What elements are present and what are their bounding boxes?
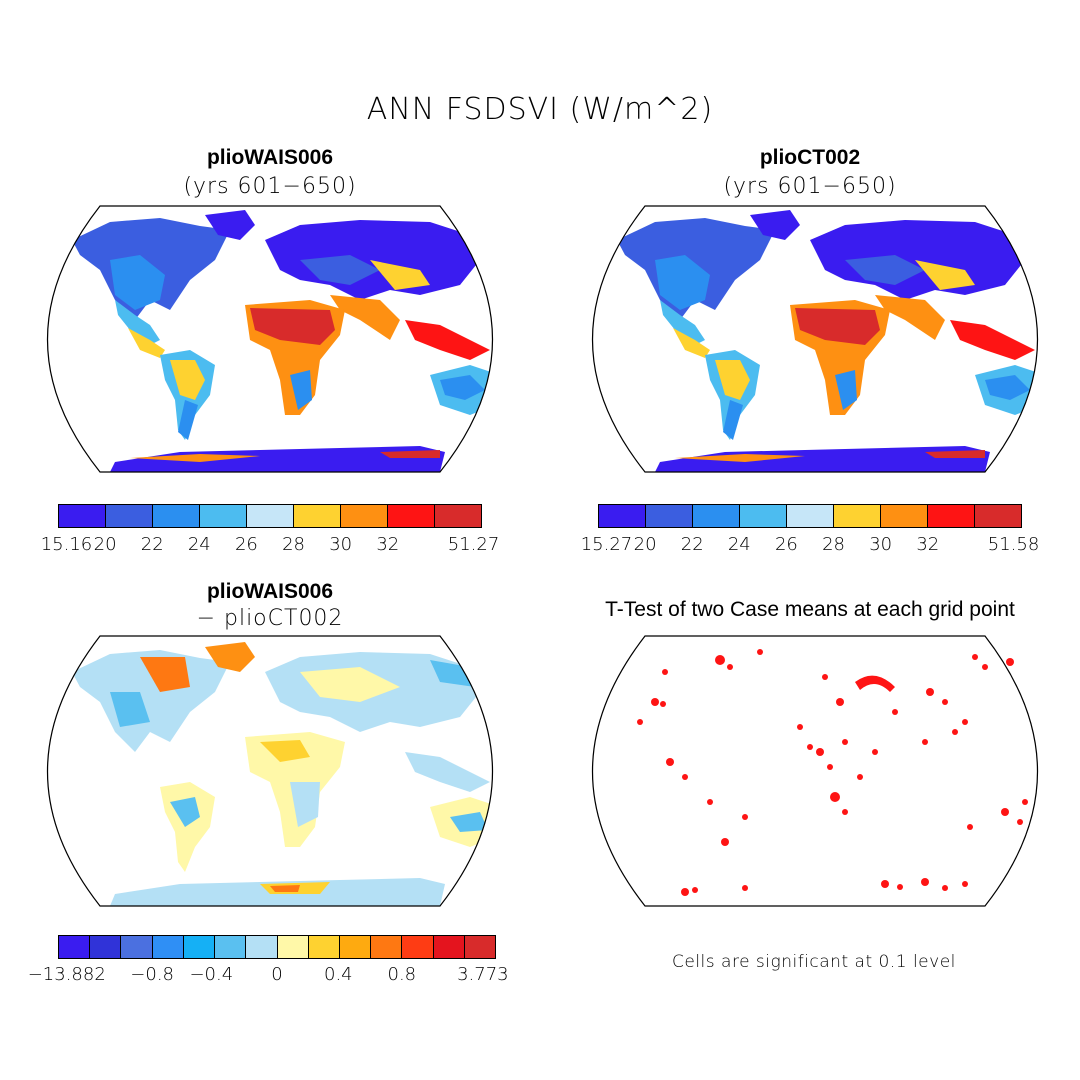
colorbar-label: 15.27 <box>580 534 633 555</box>
colorbar-label: 32 <box>916 534 940 555</box>
map-top-right <box>591 205 1039 473</box>
panel-subtitle-top-left: (yrs 601−650) <box>183 174 357 199</box>
colorbar-cell <box>200 505 247 527</box>
colorbar-label: 26 <box>774 534 798 555</box>
colorbar-cell <box>152 936 184 958</box>
colorbar-cell <box>277 936 309 958</box>
colorbar-label: 0 <box>271 964 283 985</box>
panel-title-top-left: plioWAIS006 <box>206 146 334 169</box>
panel-title-bottom-right: T-Test of two Case means at each grid po… <box>605 598 1015 621</box>
map-fill-bottom-left <box>72 642 493 906</box>
colorbar-cell <box>308 936 340 958</box>
panel-subtitle-bottom-left: − plioCT002 <box>196 606 344 631</box>
colorbar-cell <box>339 936 372 958</box>
map-outline-top-left <box>46 205 494 473</box>
colorbar-cell <box>106 505 153 527</box>
colorbar-label: 0.8 <box>387 964 417 985</box>
colorbar-label: 30 <box>869 534 893 555</box>
colorbar-cell <box>59 505 106 527</box>
colorbar-cell <box>388 505 435 527</box>
colorbar-label: 51.27 <box>447 534 500 555</box>
map-outline-bottom-left <box>46 635 494 907</box>
colorbar-cell <box>928 505 975 527</box>
colorbar-cell <box>599 505 646 527</box>
colorbar-cell <box>215 936 247 958</box>
colorbar-label: 28 <box>282 534 306 555</box>
significant-cells <box>637 649 1028 896</box>
panel-title-bottom-left: plioWAIS006 <box>206 580 334 603</box>
colorbar-label: 20 <box>93 534 117 555</box>
map-outline-top-right <box>591 205 1039 473</box>
colorbar-cell <box>153 505 200 527</box>
colorbar-label: 22 <box>680 534 704 555</box>
panel-title-top-right: plioCT002 <box>759 146 861 169</box>
colorbar-cell <box>433 936 465 958</box>
colorbar-label: 24 <box>727 534 751 555</box>
colorbar-cell <box>246 936 278 958</box>
colorbar-cell <box>464 936 496 958</box>
colorbar-label: 32 <box>376 534 400 555</box>
colorbar-label: −0.8 <box>130 964 175 985</box>
map-bottom-left <box>46 635 494 907</box>
colorbar-cell <box>121 936 153 958</box>
significance-note: Cells are significant at 0.1 level <box>672 952 956 972</box>
colorbar-top-left <box>58 504 482 528</box>
colorbar-cell <box>294 505 341 527</box>
colorbar-cell <box>787 505 834 527</box>
map-fill-top-left <box>72 210 493 472</box>
colorbar-cell <box>90 936 122 958</box>
map-outline-bottom-right <box>591 635 1039 907</box>
colorbar-cell <box>975 505 1021 527</box>
colorbar-labels-top-left: 15.16 20 22 24 26 28 30 32 51.27 <box>41 534 500 556</box>
colorbar-cell <box>402 936 434 958</box>
colorbar-cell <box>247 505 294 527</box>
colorbar-cell <box>341 505 388 527</box>
colorbar-label: 22 <box>140 534 164 555</box>
map-fill-top-right <box>617 210 1038 472</box>
colorbar-cell <box>435 505 481 527</box>
colorbar-cell <box>59 936 91 958</box>
map-top-left <box>46 205 494 473</box>
colorbar-cell <box>371 936 403 958</box>
colorbar-cell <box>740 505 787 527</box>
colorbar-label: 26 <box>234 534 258 555</box>
colorbar-label: 30 <box>329 534 353 555</box>
panel-subtitle-top-right: (yrs 601−650) <box>723 174 897 199</box>
colorbar-labels-top-right: 15.27 20 22 24 26 28 30 32 51.58 <box>581 534 1040 556</box>
colorbar-label: 20 <box>633 534 657 555</box>
colorbar-cell <box>693 505 740 527</box>
colorbar-label: 0.4 <box>323 964 353 985</box>
colorbar-label: 24 <box>187 534 211 555</box>
colorbar-cell <box>834 505 881 527</box>
colorbar-cell <box>881 505 928 527</box>
colorbar-label: 15.16 <box>40 534 93 555</box>
colorbar-label: 28 <box>822 534 846 555</box>
colorbar-cell <box>646 505 693 527</box>
figure-title: ANN FSDSVI (W/m^2) <box>366 92 714 127</box>
colorbar-labels-bottom-left: −13.882 −0.8 −0.4 0 0.4 0.8 3.773 <box>28 964 509 986</box>
colorbar-label: −13.882 <box>27 964 106 985</box>
colorbar-label: 51.58 <box>987 534 1040 555</box>
colorbar-cell <box>183 936 216 958</box>
colorbar-bottom-left <box>58 935 496 959</box>
colorbar-label: −0.4 <box>189 964 234 985</box>
colorbar-top-right <box>598 504 1022 528</box>
map-bottom-right <box>591 635 1039 907</box>
colorbar-label: 3.773 <box>457 964 509 985</box>
